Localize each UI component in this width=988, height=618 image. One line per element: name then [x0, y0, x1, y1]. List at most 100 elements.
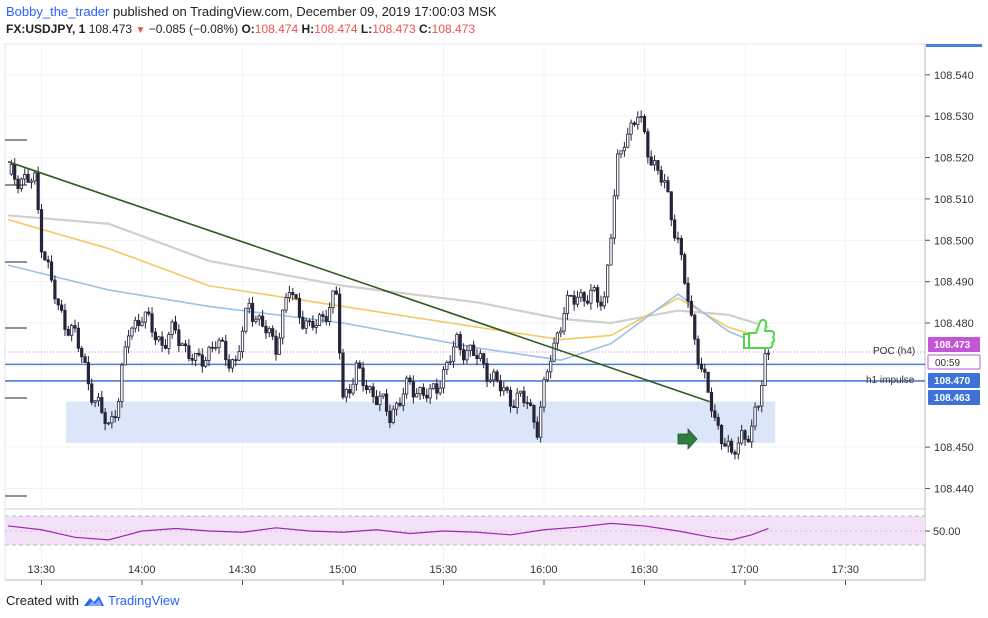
h1-level-tag-text: 108.470 — [934, 376, 971, 387]
candle-body — [495, 371, 499, 382]
candle-body — [183, 343, 188, 347]
candle-body — [629, 122, 633, 135]
candle-body — [327, 307, 332, 322]
candle-body — [461, 349, 466, 361]
candle-body — [512, 405, 516, 408]
candle-body — [482, 353, 486, 364]
support-zone[interactable] — [66, 401, 776, 443]
candle-body — [713, 410, 717, 418]
candle-body — [207, 346, 211, 361]
candle-body — [277, 337, 281, 355]
candle-body — [441, 369, 446, 389]
candle-body — [240, 330, 245, 353]
candle-body — [217, 339, 221, 348]
candle-body — [746, 438, 750, 443]
tradingview-brand[interactable]: TradingView — [107, 593, 180, 608]
candle-body — [709, 391, 714, 412]
candle-body — [529, 402, 533, 406]
author-name[interactable]: Bobby_the_trader — [6, 4, 110, 19]
candle-body — [552, 342, 556, 362]
candle-body — [150, 313, 154, 333]
candle-body — [143, 311, 147, 323]
candle-body — [415, 393, 419, 398]
candle-body — [582, 292, 586, 302]
tradingview-logo-icon — [83, 595, 104, 606]
price-tick-label: 108.480 — [934, 318, 974, 330]
created-with-text: Created with — [6, 593, 79, 608]
time-tick-label: 17:00 — [731, 564, 759, 576]
candle-body — [488, 379, 493, 382]
candle-body — [683, 254, 687, 284]
candle-body — [361, 367, 365, 387]
candle-body — [157, 336, 161, 341]
candle-body — [391, 408, 395, 423]
candle-body — [307, 320, 312, 323]
candle-body — [669, 191, 673, 221]
close-value: 108.473 — [431, 22, 476, 36]
low-label: L: — [360, 22, 373, 36]
axis-scroll-marker[interactable] — [926, 44, 982, 47]
candle-body — [163, 345, 168, 349]
rsi-level-label: 50.00 — [933, 526, 961, 538]
candle-body — [458, 334, 462, 350]
candle-body — [96, 397, 101, 402]
trend-line[interactable] — [7, 160, 710, 403]
candle-body — [106, 422, 111, 425]
price-tick-label: 108.540 — [934, 70, 974, 82]
candle-body — [19, 178, 24, 189]
thumbs-up-icon[interactable] — [743, 318, 776, 349]
candle-body — [311, 321, 315, 328]
candle-body — [388, 410, 392, 423]
candle-body — [384, 393, 389, 412]
h1-level-tag — [928, 373, 980, 388]
candle-body — [425, 394, 429, 399]
candle-body — [103, 412, 107, 424]
candle-body — [756, 405, 761, 408]
candle-body — [214, 346, 218, 349]
candle-body — [348, 389, 352, 394]
price-tick-label: 108.530 — [934, 111, 974, 123]
candle-body — [642, 116, 647, 133]
candle-body — [49, 261, 54, 281]
low-value: 108.473 — [372, 22, 416, 36]
candle-body — [237, 351, 241, 361]
candle-body — [569, 294, 573, 297]
candle-body — [297, 297, 302, 318]
candle-body — [596, 287, 600, 303]
sma-orange-line — [7, 218, 769, 341]
candle-body — [716, 417, 720, 426]
candle-body — [750, 425, 754, 443]
candle-body — [116, 401, 121, 419]
candle-body — [220, 339, 224, 342]
time-tick-label: 14:00 — [128, 564, 156, 576]
candle-body — [736, 442, 740, 455]
candle-body — [73, 325, 77, 329]
candle-body — [549, 360, 553, 373]
candle-body — [760, 385, 764, 407]
candle-body — [468, 344, 472, 351]
candle-body — [351, 383, 355, 394]
candle-body — [123, 346, 127, 366]
candle-body — [706, 371, 710, 393]
candle-body — [63, 309, 67, 330]
candle-body — [70, 325, 74, 336]
candle-body — [699, 363, 704, 370]
candle-body — [478, 353, 482, 360]
candle-body — [535, 421, 539, 438]
arrow-right-icon[interactable] — [677, 427, 698, 451]
candle-body — [676, 237, 680, 240]
sma-gray-line — [7, 214, 769, 329]
candle-body — [244, 307, 248, 332]
candle-body — [381, 393, 385, 397]
candle-body — [525, 402, 529, 404]
candle-body — [435, 383, 439, 394]
candle-body — [518, 390, 523, 394]
candle-body — [730, 440, 734, 453]
candle-body — [284, 297, 288, 311]
candle-body — [204, 360, 208, 367]
candle-body — [250, 302, 255, 322]
candle-body — [585, 300, 590, 304]
candle-body — [46, 259, 50, 263]
candle-body — [616, 153, 620, 197]
